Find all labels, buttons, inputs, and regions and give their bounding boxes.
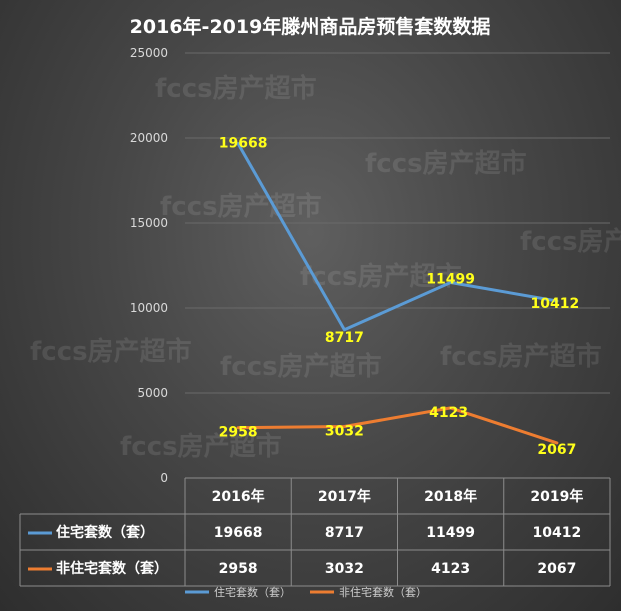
watermark-text: fccs房产超市: [120, 431, 282, 462]
table-cell: 4123: [431, 561, 470, 577]
watermark-text: fccs房产超市: [520, 226, 621, 257]
series-line-2: [236, 406, 559, 445]
x-tick-label: 2018年: [424, 488, 477, 505]
watermark-text: fccs房产超市: [220, 351, 382, 382]
y-tick-label: 25000: [130, 46, 168, 60]
x-tick-label: 2017年: [318, 488, 371, 505]
data-labels: 19668 8717 11499 10412 2958 3032 4123 2067: [219, 136, 580, 458]
watermark-text: fccs房产超市: [365, 148, 527, 179]
y-tick-label: 5000: [137, 386, 168, 400]
data-label: 4123: [429, 405, 468, 421]
legend-label: 非住宅套数（套）: [339, 585, 427, 599]
legend-label: 住宅套数（套）: [214, 585, 291, 599]
table-cell: 8717: [325, 525, 364, 541]
grid-lines: [185, 52, 610, 394]
x-tick-label: 2019年: [530, 488, 583, 505]
watermark-text: fccs房产超市: [440, 341, 602, 372]
table-cell: 3032: [325, 561, 364, 577]
y-tick-label: 10000: [130, 301, 168, 315]
table-cell: 2958: [219, 561, 258, 577]
data-label: 3032: [325, 423, 364, 439]
watermark-text: fccs房产超市: [300, 261, 462, 292]
data-label: 19668: [219, 136, 268, 152]
table-series-name: 非住宅套数（套）: [56, 560, 168, 577]
data-label: 2067: [537, 442, 576, 458]
table-cell: 2067: [537, 561, 576, 577]
watermark-layer: fccs房产超市 fccs房产超市 fccs房产超市 fccs房产超市 fccs房产超市…: [30, 73, 621, 462]
table-cell: 11499: [426, 525, 475, 541]
chart-title: 2016年-2019年滕州商品房预售套数数据: [130, 15, 491, 38]
y-axis: 0 5000 10000 15000 20000 25000: [130, 46, 168, 485]
y-tick-label: 0: [160, 471, 168, 485]
table-series-name: 住宅套数（套）: [56, 524, 154, 541]
data-label: 8717: [325, 330, 364, 346]
data-label: 11499: [426, 272, 475, 288]
watermark-text: fccs房产超市: [160, 191, 322, 222]
table-cell: 19668: [214, 525, 263, 541]
table-cell: 10412: [533, 525, 582, 541]
data-label: 10412: [531, 296, 580, 312]
x-tick-label: 2016年: [212, 488, 265, 505]
watermark-text: fccs房产超市: [30, 336, 192, 367]
series-line-1: [236, 142, 559, 332]
series-layer: [236, 142, 559, 445]
watermark-text: fccs房产超市: [155, 73, 317, 104]
y-tick-label: 15000: [130, 216, 168, 230]
legend: 住宅套数（套） 非住宅套数（套）: [185, 585, 427, 599]
data-label: 2958: [219, 425, 258, 441]
y-tick-label: 20000: [130, 131, 168, 145]
